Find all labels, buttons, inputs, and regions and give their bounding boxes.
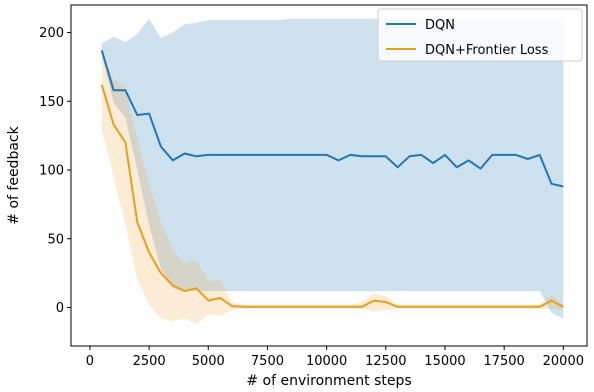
x-tick-label: 5000: [192, 354, 225, 369]
legend-box: [377, 8, 583, 62]
x-ticks: 0 2500 5000 7500 10000 12500 15000 17500 20000: [86, 346, 584, 369]
x-tick-label: 20000: [543, 354, 584, 369]
legend-label-dqn-frontier-loss: DQN+Frontier Loss: [425, 43, 549, 58]
y-tick-label: 150: [39, 95, 64, 110]
legend-label-dqn: DQN: [425, 18, 455, 33]
y-tick-label: 100: [39, 164, 64, 179]
x-tick-label: 7500: [251, 354, 284, 369]
plot-frame: [70, 4, 588, 347]
y-ticks: 0 50 100 150 200: [39, 26, 71, 316]
x-tick-label: 12500: [365, 354, 406, 369]
x-tick-label: 10000: [306, 354, 347, 369]
axes: [70, 4, 588, 347]
x-axis-label: # of environment steps: [246, 373, 411, 389]
x-tick-label: 15000: [424, 354, 465, 369]
y-tick-label: 0: [56, 301, 64, 316]
y-axis-label: # of feedback: [6, 125, 22, 224]
y-tick-label: 50: [47, 232, 64, 247]
series-line-dqn: [100, 50, 564, 188]
x-tick-label: 2500: [133, 354, 166, 369]
legend: DQN DQN+Frontier Loss: [377, 8, 583, 62]
x-tick-label: 0: [86, 354, 94, 369]
x-tick-label: 17500: [483, 354, 524, 369]
y-tick-label: 200: [39, 26, 64, 41]
confidence-bands: [101, 18, 564, 325]
band-dqn: [101, 18, 564, 319]
series-line-dqn-frontier-loss: [100, 84, 564, 308]
band-dqn-frontier-loss: [101, 55, 564, 325]
series-lines: [100, 50, 564, 308]
